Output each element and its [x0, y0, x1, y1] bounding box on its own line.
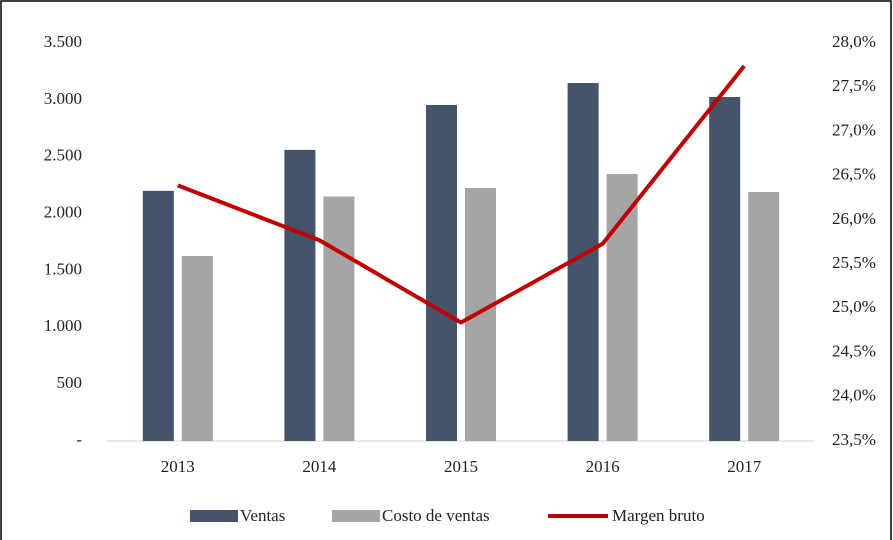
y2-tick-label: 24,5%: [832, 341, 876, 360]
y-tick-label: 3.000: [44, 89, 82, 108]
bar: [181, 255, 213, 441]
y-tick-label: 1.000: [44, 316, 82, 335]
x-tick-label: 2014: [302, 457, 337, 476]
bar: [323, 196, 355, 441]
bar: [142, 190, 174, 441]
line: [177, 64, 746, 325]
y-tick-label: 500: [57, 373, 83, 392]
y-tick-label: 2.500: [44, 146, 82, 165]
y-tick-label: -: [76, 430, 82, 449]
bar: [465, 187, 496, 441]
bar: [606, 173, 638, 442]
y2-tick-label: 26,0%: [832, 209, 876, 228]
legend-swatch: [190, 510, 238, 522]
x-tick-label: 2016: [586, 457, 620, 476]
y2-tick-label: 26,5%: [832, 165, 876, 184]
legend-label: Margen bruto: [612, 506, 705, 525]
bar: [284, 149, 316, 442]
y2-tick-label: 28,0%: [832, 32, 876, 51]
y2-tick-label: 27,0%: [832, 120, 876, 139]
bar: [748, 191, 780, 441]
y-tick-label: 3.500: [44, 32, 82, 51]
bar: [709, 97, 741, 441]
y2-tick-label: 25,0%: [832, 297, 876, 316]
y-tick-label: 2.000: [44, 202, 82, 221]
legend-swatch: [332, 510, 380, 522]
y2-tick-label: 24,0%: [832, 386, 876, 405]
legend-label: Ventas: [240, 506, 285, 525]
y2-tick-label: 25,5%: [832, 253, 876, 272]
legend-label: Costo de ventas: [382, 506, 490, 525]
x-tick-label: 2015: [444, 457, 478, 476]
bar: [426, 104, 457, 441]
y-tick-label: 1.500: [44, 259, 82, 278]
x-tick-label: 2013: [161, 457, 195, 476]
y2-tick-label: 23,5%: [832, 430, 876, 449]
x-tick-label: 2017: [727, 457, 762, 476]
y2-tick-label: 27,5%: [832, 76, 876, 95]
